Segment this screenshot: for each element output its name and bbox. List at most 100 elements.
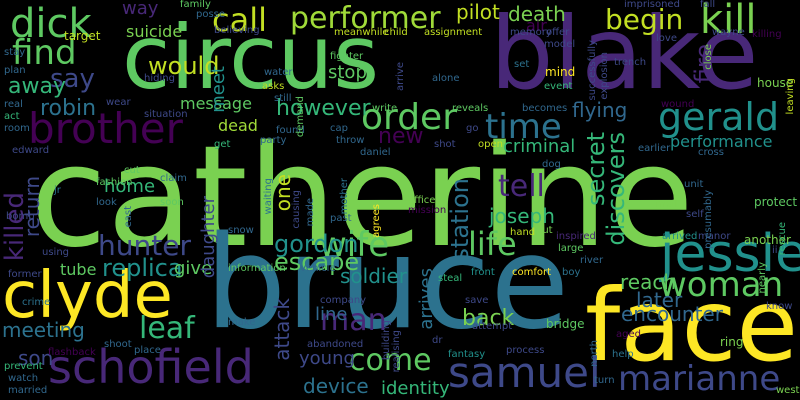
word-front: front <box>471 267 495 278</box>
word-ii: ii <box>772 245 778 256</box>
word-escape: escape <box>274 248 360 276</box>
word-event: event <box>544 81 573 92</box>
word-schofield: schofield <box>48 340 254 394</box>
word-face: face <box>585 267 798 384</box>
word-another: another <box>744 233 791 247</box>
word-flying: flying <box>572 98 628 122</box>
word-love: love <box>656 33 677 44</box>
word-joseph: joseph <box>489 204 555 228</box>
word-one: one <box>271 174 295 212</box>
word-jessie: jessie <box>660 224 800 284</box>
word-river: river <box>580 255 604 266</box>
word-encounter: encounter <box>621 302 723 326</box>
word-put: put <box>536 225 553 236</box>
word-explosion: explosion <box>599 52 610 100</box>
word-stop: stop <box>328 62 367 83</box>
word-daniel: daniel <box>360 147 391 158</box>
word-device: device <box>303 374 369 398</box>
word-gerald: gerald <box>658 95 780 139</box>
word-child: child <box>384 27 408 38</box>
word-give: give <box>174 258 213 279</box>
word-cut: cut <box>124 165 140 176</box>
word-look: look <box>96 197 117 208</box>
word-claim: claim <box>160 173 187 184</box>
word-fantasy: fantasy <box>448 349 486 360</box>
word-place: place <box>134 345 161 356</box>
word-fall: fall <box>700 0 716 10</box>
word-situation: situation <box>144 109 188 120</box>
word-go: go <box>466 123 479 134</box>
word-time: time <box>485 107 562 147</box>
word-waiting: waiting <box>263 178 274 215</box>
word-away: away <box>8 74 66 99</box>
word-protect: protect <box>754 195 798 209</box>
word-later: later <box>636 288 683 312</box>
word-return: return <box>20 176 44 238</box>
word-arrived: arrived <box>662 231 698 242</box>
word-becomes: becomes <box>522 103 568 114</box>
word-plan: plan <box>4 65 26 76</box>
word-open: open <box>478 139 503 150</box>
word-message: message <box>180 94 252 113</box>
word-wound: wound <box>661 99 695 110</box>
word-performer: performer <box>290 1 441 36</box>
word-arrives: arrives <box>416 268 437 330</box>
word-killing: killing <box>752 29 782 40</box>
word-throw: throw <box>336 135 365 146</box>
word-attack: attack <box>270 298 294 361</box>
word-family: family <box>180 0 211 10</box>
word-kill: kill <box>700 0 757 43</box>
word-north: north <box>589 340 600 367</box>
word-act: act <box>4 111 20 122</box>
word-party: party <box>260 135 287 146</box>
word-snow: snow <box>228 225 254 236</box>
word-reach: reach <box>620 270 677 294</box>
word-get: get <box>214 139 231 150</box>
word-causing: causing <box>291 190 302 229</box>
word-stay: stay <box>4 47 26 58</box>
word-large: large <box>558 243 584 254</box>
word-save: save <box>465 295 489 306</box>
word-write: write <box>372 103 398 114</box>
word-edward: edward <box>12 145 50 156</box>
word-son: son <box>18 346 54 370</box>
word-information: information <box>228 263 286 274</box>
word-soldier: soldier <box>340 264 407 288</box>
word-dead: dead <box>218 116 258 135</box>
word-mission: mission <box>408 205 447 216</box>
word-nearly: nearly <box>757 262 768 294</box>
word-daughter: daughter <box>198 196 219 279</box>
word-target: target <box>64 29 101 43</box>
word-leaf: leaf <box>139 311 195 346</box>
word-asks: asks <box>262 81 285 92</box>
word-flashback: flashback <box>48 347 96 358</box>
word-find: find <box>12 33 77 73</box>
word-made: made <box>305 198 316 227</box>
word-meeting: meeting <box>2 318 85 342</box>
word-company: company <box>320 295 367 306</box>
word-inspired: inspired <box>556 231 596 242</box>
word-new: new <box>378 124 424 149</box>
word-say: say <box>50 64 95 94</box>
word-shoot: shoot <box>104 339 132 350</box>
word-real: real <box>4 99 23 110</box>
word-demand: demand <box>295 96 306 138</box>
word-jr: jr <box>54 185 61 196</box>
word-fighter: fighter <box>330 51 364 62</box>
word-wayne: wayne <box>712 27 745 38</box>
word-order: order <box>361 97 457 138</box>
word-pilot: pilot <box>456 0 500 24</box>
word-meanwhile: meanwhile <box>334 27 389 38</box>
word-imprisoned: imprisoned <box>624 0 680 10</box>
word-meet: meet <box>208 66 229 113</box>
word-station: station <box>446 178 474 261</box>
word-man: man <box>320 303 387 338</box>
word-manor: manor <box>698 231 731 242</box>
word-agrees: agrees <box>371 204 382 238</box>
word-comfort: comfort <box>512 267 552 278</box>
word-samuel: samuel <box>448 348 601 397</box>
word-watch: watch <box>8 373 39 384</box>
word-set: set <box>514 59 530 70</box>
word-wife: wife <box>319 225 390 265</box>
